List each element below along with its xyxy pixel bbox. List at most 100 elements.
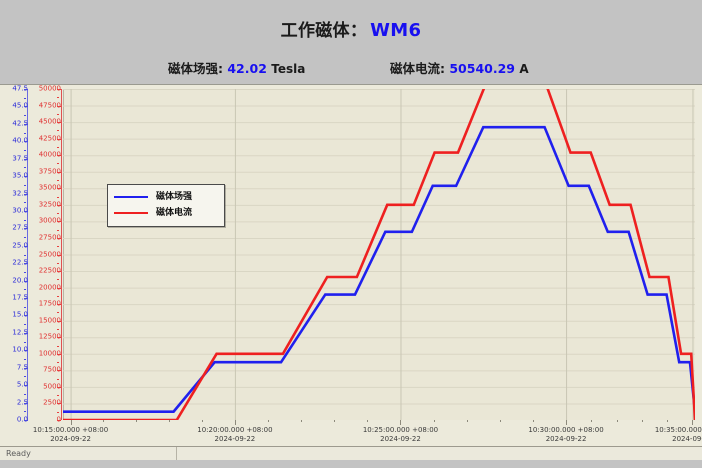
x-axis-time: 10:15:00.000 +08:00 2024-09-22 10:20:00.00…	[33, 420, 702, 447]
chart-legend[interactable]: 磁体场强 磁体电流	[107, 184, 225, 227]
y-tick-mark-minor	[24, 202, 26, 204]
y-tick-label: 35000	[38, 183, 61, 192]
y-tick-label: 42.5	[12, 119, 28, 128]
plot-series-layer	[63, 89, 695, 420]
y-tick-mark-minor	[24, 149, 26, 151]
y-tick-mark-minor	[24, 97, 26, 99]
x-tick-label-time: 10:35:00.000 +08:00	[654, 426, 702, 434]
x-tick-mark	[400, 420, 402, 425]
y-tick-label: 0.0	[16, 415, 28, 424]
x-tick-mark	[566, 420, 568, 425]
y-tick-mark	[24, 315, 28, 317]
y-tick-label: 17500	[38, 299, 61, 308]
y-tick-mark	[24, 332, 28, 334]
y-tick-mark	[57, 353, 61, 355]
x-tick-mark-minor	[466, 420, 468, 422]
window-bottom-filler	[0, 460, 702, 468]
y-tick-mark	[24, 298, 28, 300]
y-tick-mark-minor	[57, 163, 59, 165]
y-tick-mark-minor	[57, 196, 59, 198]
y-tick-mark-minor	[57, 130, 59, 132]
x-tick-label-time: 10:15:00.000 +08:00	[32, 426, 109, 434]
x-tick-mark-minor	[616, 420, 618, 422]
y-tick-mark-minor	[57, 345, 59, 347]
y-tick-label: 40000	[38, 150, 61, 159]
x-tick-label: 10:20:00.000 +08:00 2024-09-22	[197, 426, 272, 444]
y-tick-label: 47500	[38, 101, 61, 110]
x-tick-mark-minor	[532, 420, 534, 422]
y-tick-mark-minor	[57, 180, 59, 182]
y-tick-label: 7.5	[16, 363, 28, 372]
y-tick-label: 15000	[38, 316, 61, 325]
y-tick-mark	[24, 141, 28, 143]
x-tick-mark-minor	[641, 420, 643, 422]
y-tick-mark-minor	[57, 395, 59, 397]
y-tick-mark	[24, 420, 28, 421]
chart-panel[interactable]: 47.5 45.0 42.5 40.0 37.5 35.0 32.5 30.0 27.5 25.0…	[0, 84, 702, 447]
x-tick-mark	[692, 420, 694, 425]
y-tick-mark-minor	[24, 289, 26, 291]
y-tick-mark	[24, 158, 28, 160]
y-tick-mark-minor	[57, 328, 59, 330]
y-tick-label: 5.0	[16, 380, 28, 389]
y-tick-mark	[24, 402, 28, 404]
y-tick-mark	[24, 193, 28, 195]
y-tick-label: 2500	[43, 398, 61, 407]
y-tick-label: 17.5	[12, 293, 28, 302]
y-tick-label: 45000	[38, 117, 61, 126]
field-readout-value: 42.02	[227, 61, 267, 76]
y-tick-label: 20.0	[12, 276, 28, 285]
x-tick-label-time: 10:20:00.000 +08:00	[197, 426, 273, 434]
y-tick-mark-minor	[57, 213, 59, 215]
y-tick-mark	[57, 304, 61, 306]
y-tick-mark	[24, 245, 28, 247]
y-tick-mark	[24, 89, 28, 90]
y-tick-label: 22.5	[12, 258, 28, 267]
y-tick-mark-minor	[24, 132, 26, 134]
y-tick-label: 32500	[38, 200, 61, 209]
x-tick-mark	[234, 420, 236, 425]
y-tick-mark	[24, 350, 28, 352]
y-tick-mark-minor	[24, 237, 26, 239]
y-tick-mark-minor	[24, 115, 26, 117]
y-tick-label: 0	[57, 416, 61, 424]
y-axis-current-amps: 50000 47500 45000 42500 40000 37500 35000 32500…	[29, 84, 61, 423]
status-bar: Ready	[0, 446, 702, 460]
y-tick-mark	[57, 237, 61, 239]
y-tick-mark	[57, 320, 61, 322]
x-tick-label-date: 2024-09-22	[545, 435, 587, 443]
y-tick-mark	[57, 370, 61, 372]
plot-gridlines	[63, 89, 695, 420]
x-tick-label-time: 10:25:00.000 +08:00	[362, 426, 439, 434]
x-tick-label: 10:30:00.000 +08:00 2024-09-22	[528, 426, 603, 444]
x-tick-mark-minor	[301, 420, 303, 422]
y-tick-mark-minor	[24, 341, 26, 343]
current-readout-label: 磁体电流:	[390, 61, 445, 76]
y-tick-mark-minor	[57, 312, 59, 314]
y-tick-mark-minor	[24, 184, 26, 186]
y-tick-label: 12.5	[12, 328, 28, 337]
y-axis-red-spine	[61, 89, 62, 420]
y-tick-mark	[24, 106, 28, 108]
page-title: 工作磁体： WM6	[0, 16, 702, 41]
y-tick-label: 50000	[38, 84, 61, 93]
y-tick-mark-minor	[57, 97, 59, 99]
y-tick-label: 37.5	[12, 154, 28, 163]
y-tick-mark	[57, 420, 61, 421]
y-tick-mark-minor	[57, 229, 59, 231]
series-line	[63, 127, 695, 411]
current-readout-value: 50540.29	[449, 61, 515, 76]
x-tick-mark-minor	[433, 420, 435, 422]
y-tick-mark	[57, 221, 61, 223]
legend-label-field: 磁体场强	[156, 192, 193, 202]
y-tick-mark	[57, 271, 61, 273]
y-tick-mark	[57, 155, 61, 157]
series-line	[63, 89, 695, 420]
y-tick-label: 47.5	[12, 84, 28, 93]
y-tick-mark-minor	[57, 295, 59, 297]
y-tick-label: 2.5	[16, 398, 28, 407]
x-tick-mark-minor	[334, 420, 336, 422]
y-tick-label: 10.0	[12, 345, 28, 354]
x-tick-label: 10:25:00.000 +08:00 2024-09-22	[363, 426, 438, 444]
